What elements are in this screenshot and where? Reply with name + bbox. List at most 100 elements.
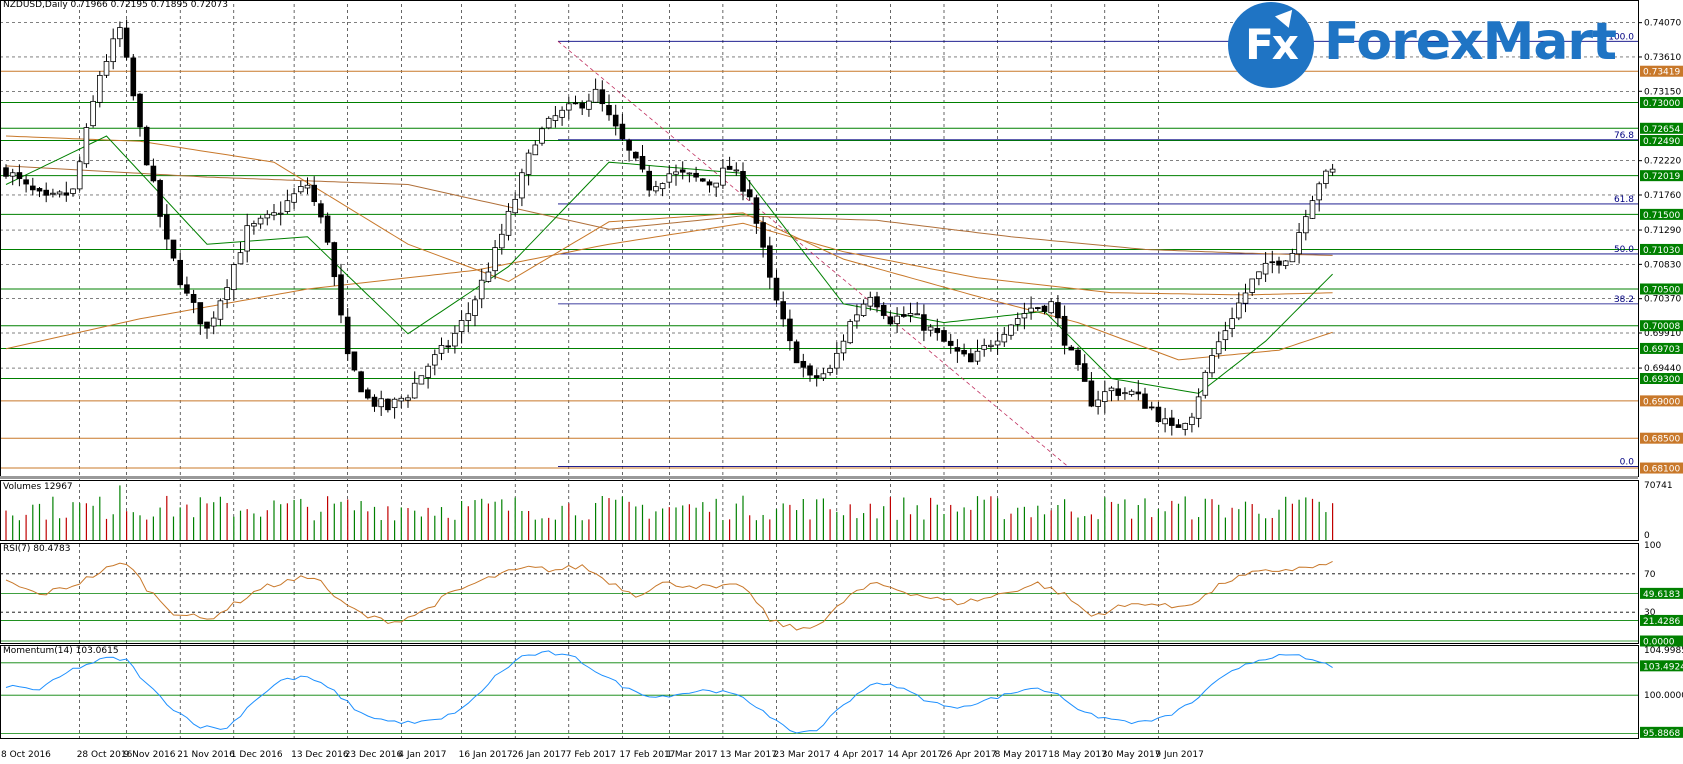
- candle-bullish: [418, 375, 425, 385]
- candle-bearish: [787, 318, 793, 342]
- candle-bullish: [97, 74, 103, 103]
- price-level-badge-text: 0.69000: [1643, 397, 1680, 407]
- fx-logo-icon: Fx: [1228, 2, 1314, 88]
- support-resistance-lines[interactable]: [0, 70, 1638, 469]
- momentum-level-badge-text: 103.4924: [1643, 662, 1683, 672]
- candle-bullish: [1162, 418, 1168, 425]
- logo-name: ForexMart: [1324, 12, 1617, 72]
- candle-bullish: [1296, 232, 1302, 255]
- candle-bullish: [586, 100, 592, 110]
- volume-tick-label: 0: [1644, 531, 1650, 541]
- price-level-badge-text: 0.68100: [1643, 465, 1680, 475]
- candle-bullish: [438, 345, 445, 354]
- candle-bearish: [639, 155, 646, 170]
- candle-bullish: [478, 279, 485, 300]
- candle-bearish: [679, 169, 686, 173]
- candle-bullish: [304, 184, 311, 189]
- candle-bullish: [545, 117, 552, 129]
- rsi-tick-label: 30: [1644, 608, 1656, 618]
- candle-bearish: [324, 215, 331, 243]
- candle-bullish: [988, 344, 994, 347]
- candle-bullish: [974, 350, 981, 362]
- momentum-level-badge-text: 95.8868: [1643, 729, 1680, 739]
- price-level-badge-text: 0.68500: [1643, 435, 1680, 445]
- candle-bearish: [190, 293, 197, 303]
- candle-bullish: [894, 315, 900, 324]
- fibo-level-label: 76.8: [1614, 131, 1634, 141]
- candle-bullish: [1303, 216, 1309, 234]
- candle-bullish: [1048, 301, 1055, 314]
- candle-bullish: [83, 127, 90, 165]
- candle-bearish: [1276, 260, 1282, 266]
- price-level-badge: [1640, 373, 1683, 385]
- candle-bearish: [780, 301, 786, 320]
- candle-bearish: [773, 277, 780, 301]
- candle-bearish: [1081, 363, 1088, 382]
- candle-bearish: [1061, 315, 1068, 346]
- candle-bullish: [76, 161, 83, 190]
- volumes-title: Volumes 12967: [3, 482, 73, 492]
- price-level-badge-text: 0.72654: [1643, 125, 1680, 135]
- fibo-level-label: 38.2: [1614, 295, 1634, 305]
- candle-bullish: [70, 188, 76, 194]
- candle-bullish: [230, 264, 237, 291]
- candle-bullish: [592, 88, 599, 103]
- candle-bearish: [23, 179, 29, 185]
- candle-bullish: [485, 271, 492, 282]
- candle-bearish: [921, 314, 927, 331]
- price-level-badge-text: 0.69703: [1643, 345, 1680, 355]
- candle-bullish: [1329, 168, 1336, 173]
- date-tick-label: 28 Oct 2016: [77, 750, 133, 760]
- candle-bearish: [358, 371, 364, 393]
- candle-bullish: [505, 210, 512, 236]
- date-tick-label: 9 Jun 2017: [1155, 750, 1203, 760]
- momentum-indicator: [0, 650, 1638, 734]
- candle-bearish: [767, 245, 773, 278]
- fibo-trend-line[interactable]: [557, 40, 1069, 467]
- candle-bearish: [612, 114, 619, 127]
- rsi-title: RSI(7) 80.4783: [3, 544, 71, 554]
- candle-bullish: [398, 397, 405, 402]
- rsi-level-badge-text: 49.6183: [1643, 590, 1680, 600]
- candle-bullish: [217, 300, 224, 320]
- candle-bearish: [954, 347, 961, 352]
- candle-bullish: [284, 200, 291, 212]
- candle-bullish: [1282, 260, 1289, 266]
- candle-bearish: [706, 181, 713, 186]
- candle-bearish: [633, 151, 639, 159]
- rsi-tick-label: 70: [1644, 570, 1656, 580]
- candle-bullish: [673, 171, 679, 175]
- volume-bars: [5, 485, 1334, 540]
- price-level-badge: [1640, 395, 1683, 407]
- candle-bearish: [807, 365, 813, 376]
- symbol-header: NZDUSD,Daily 0.71966 0.72195 0.71895 0.7…: [3, 0, 229, 10]
- fibonacci-retracement[interactable]: 100.0 76.8 61.8 50.0 38.2 0.0: [557, 32, 1638, 468]
- candle-bearish: [311, 184, 317, 203]
- candle-bullish: [1309, 200, 1316, 219]
- price-level-badge: [1640, 96, 1683, 108]
- candle-bullish: [103, 61, 110, 76]
- candle-bearish: [29, 185, 36, 191]
- candle-bearish: [150, 165, 157, 182]
- pane-border: [0, 645, 1639, 739]
- price-level-badge: [1640, 432, 1683, 444]
- candle-bullish: [251, 223, 257, 227]
- candle-bullish: [1128, 390, 1135, 395]
- momentum-line: [5, 650, 1333, 734]
- candle-bullish: [425, 365, 431, 378]
- candle-bullish: [117, 27, 123, 40]
- candle-bearish: [331, 242, 338, 278]
- candle-bullish: [465, 313, 472, 321]
- candle-bullish: [1256, 271, 1262, 280]
- candle-bullish: [1014, 318, 1021, 325]
- candle-bullish: [539, 128, 545, 144]
- date-tick-label: 4 Jan 2017: [398, 750, 446, 760]
- pane-separator: [0, 476, 1638, 479]
- rsi-level-badge: [1640, 635, 1683, 647]
- fibo-level-label: 100.0: [1608, 32, 1634, 42]
- price-level-badge-text: 0.69300: [1643, 375, 1680, 385]
- candle-bullish: [914, 313, 920, 316]
- candle-bullish: [512, 198, 518, 214]
